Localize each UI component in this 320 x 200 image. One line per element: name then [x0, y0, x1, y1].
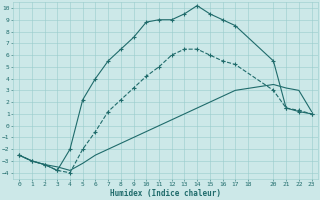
X-axis label: Humidex (Indice chaleur): Humidex (Indice chaleur) [110, 189, 221, 198]
